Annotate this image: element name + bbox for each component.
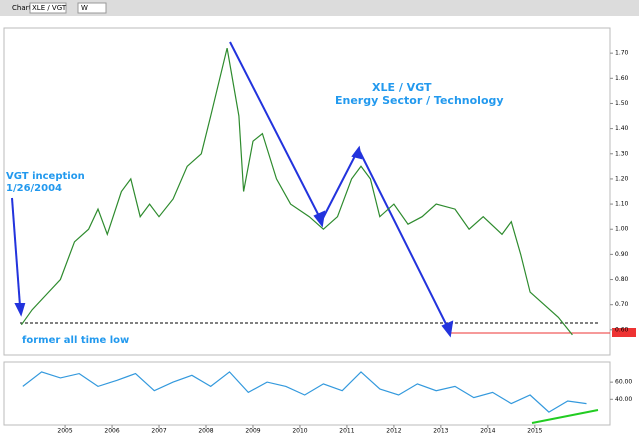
x-tick-label: 2007 [151, 428, 166, 435]
y-tick-label: 1.40 [615, 125, 629, 132]
annotation: VGT inception [6, 171, 85, 182]
y-tick-label: 1.00 [615, 226, 629, 233]
x-tick-label: 2011 [339, 428, 354, 435]
toolbar [0, 0, 639, 16]
window-title: Chart [12, 4, 31, 12]
y-tick-label: 60.00 [615, 379, 632, 386]
x-tick-label: 2008 [198, 428, 213, 435]
x-tick-label: 2015 [527, 428, 542, 435]
chart-subtitle: Energy Sector / Technology [335, 94, 504, 107]
rsi-panel [3, 361, 611, 426]
y-tick-label: 1.20 [615, 175, 629, 182]
y-tick-label: 0.80 [615, 276, 629, 283]
chart-title: XLE / VGT [372, 81, 432, 94]
x-tick-label: 2006 [104, 428, 119, 435]
y-tick-label: 1.60 [615, 75, 629, 82]
x-tick-label: 2005 [57, 428, 72, 435]
y-tick-label: 1.30 [615, 150, 629, 157]
x-tick-label: 2014 [480, 428, 495, 435]
annotation: former all time low [22, 335, 129, 346]
y-tick-label: 0.60 [615, 326, 629, 333]
line [22, 371, 587, 413]
symbol[interactable]: XLE / VGT [32, 4, 67, 12]
last-price-tag [612, 328, 636, 337]
x-tick-label: 2009 [245, 428, 260, 435]
y-tick-label: 0.90 [615, 251, 629, 258]
price-panel [3, 27, 611, 356]
x-tick-label: 2010 [292, 428, 307, 435]
y-tick-label: 0.70 [615, 301, 629, 308]
annotation: 1/26/2004 [6, 183, 62, 194]
arrows [11, 41, 454, 338]
y-tick-label: 1.50 [615, 100, 629, 107]
x-tick-label: 2012 [386, 428, 401, 435]
line [20, 47, 573, 336]
x-tick-label: 2013 [433, 428, 448, 435]
y-tick-label: 1.70 [615, 50, 629, 57]
rsi-trendline [531, 409, 599, 424]
interval-box[interactable] [77, 2, 107, 14]
y-tick-label: 1.10 [615, 201, 629, 208]
symbol-box[interactable] [29, 2, 67, 14]
interval[interactable]: W [81, 4, 88, 12]
y-tick-label: 40.00 [615, 396, 632, 403]
